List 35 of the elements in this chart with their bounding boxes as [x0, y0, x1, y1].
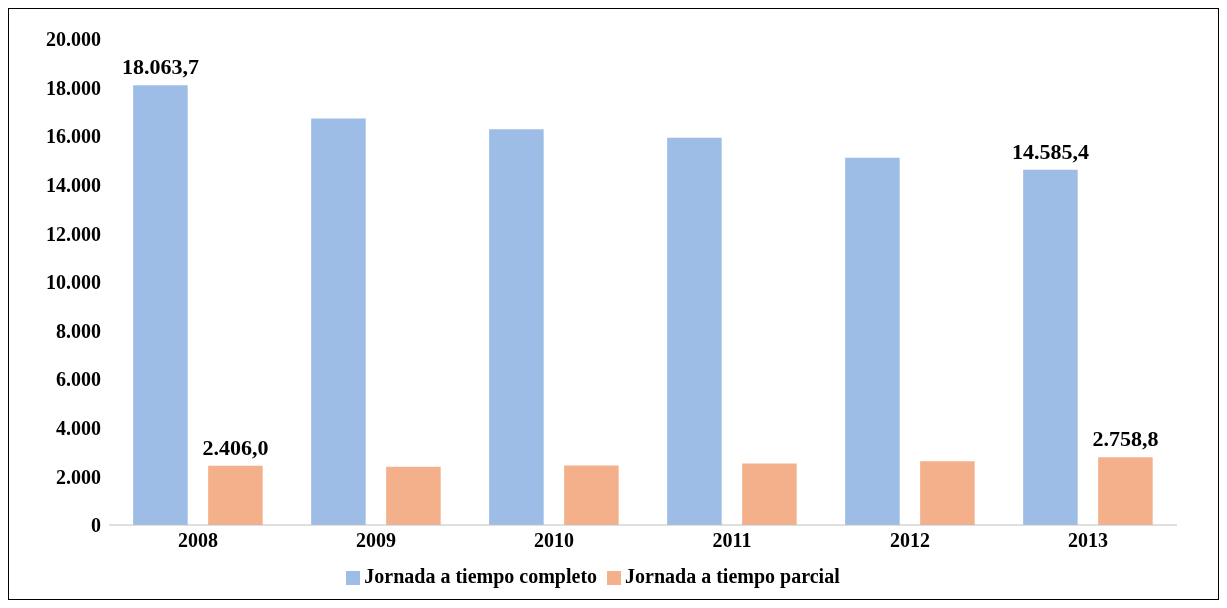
y-tick-label: 10.000 [46, 271, 101, 294]
x-tick-label: 2008 [178, 529, 218, 552]
x-tick-label: 2012 [890, 529, 930, 552]
bar [920, 461, 975, 525]
y-tick-label: 2.000 [56, 465, 101, 488]
data-label: 2.758,8 [1092, 425, 1159, 451]
y-tick-label: 12.000 [46, 222, 101, 245]
bar [1023, 169, 1078, 525]
y-tick-label: 6.000 [56, 368, 101, 391]
bar [742, 463, 797, 525]
bar [489, 129, 544, 525]
x-tick-label: 2013 [1068, 529, 1108, 552]
y-tick-label: 8.000 [56, 319, 101, 342]
x-tick-label: 2011 [712, 529, 752, 552]
legend-label: Jornada a tiempo parcial [625, 565, 840, 587]
legend-label: Jornada a tiempo completo [364, 565, 598, 587]
y-tick-label: 0 [91, 514, 101, 537]
data-label: 18.063,7 [121, 54, 199, 80]
data-label: 14.585,4 [1011, 138, 1089, 164]
bar [133, 85, 188, 525]
y-tick-label: 18.000 [46, 76, 101, 99]
x-tick-label: 2009 [356, 529, 396, 552]
bar [208, 465, 263, 525]
bar [564, 465, 619, 525]
x-tick-label: 2010 [534, 529, 574, 552]
bar [311, 118, 366, 525]
y-tick-label: 4.000 [56, 416, 101, 439]
y-tick-label: 20.000 [46, 28, 101, 51]
bar [845, 157, 900, 525]
bar [1098, 457, 1153, 525]
y-tick-label: 14.000 [46, 173, 101, 196]
bar [667, 137, 722, 525]
y-tick-label: 16.000 [46, 125, 101, 148]
bar [386, 466, 441, 525]
data-label: 2.406,0 [202, 434, 269, 460]
